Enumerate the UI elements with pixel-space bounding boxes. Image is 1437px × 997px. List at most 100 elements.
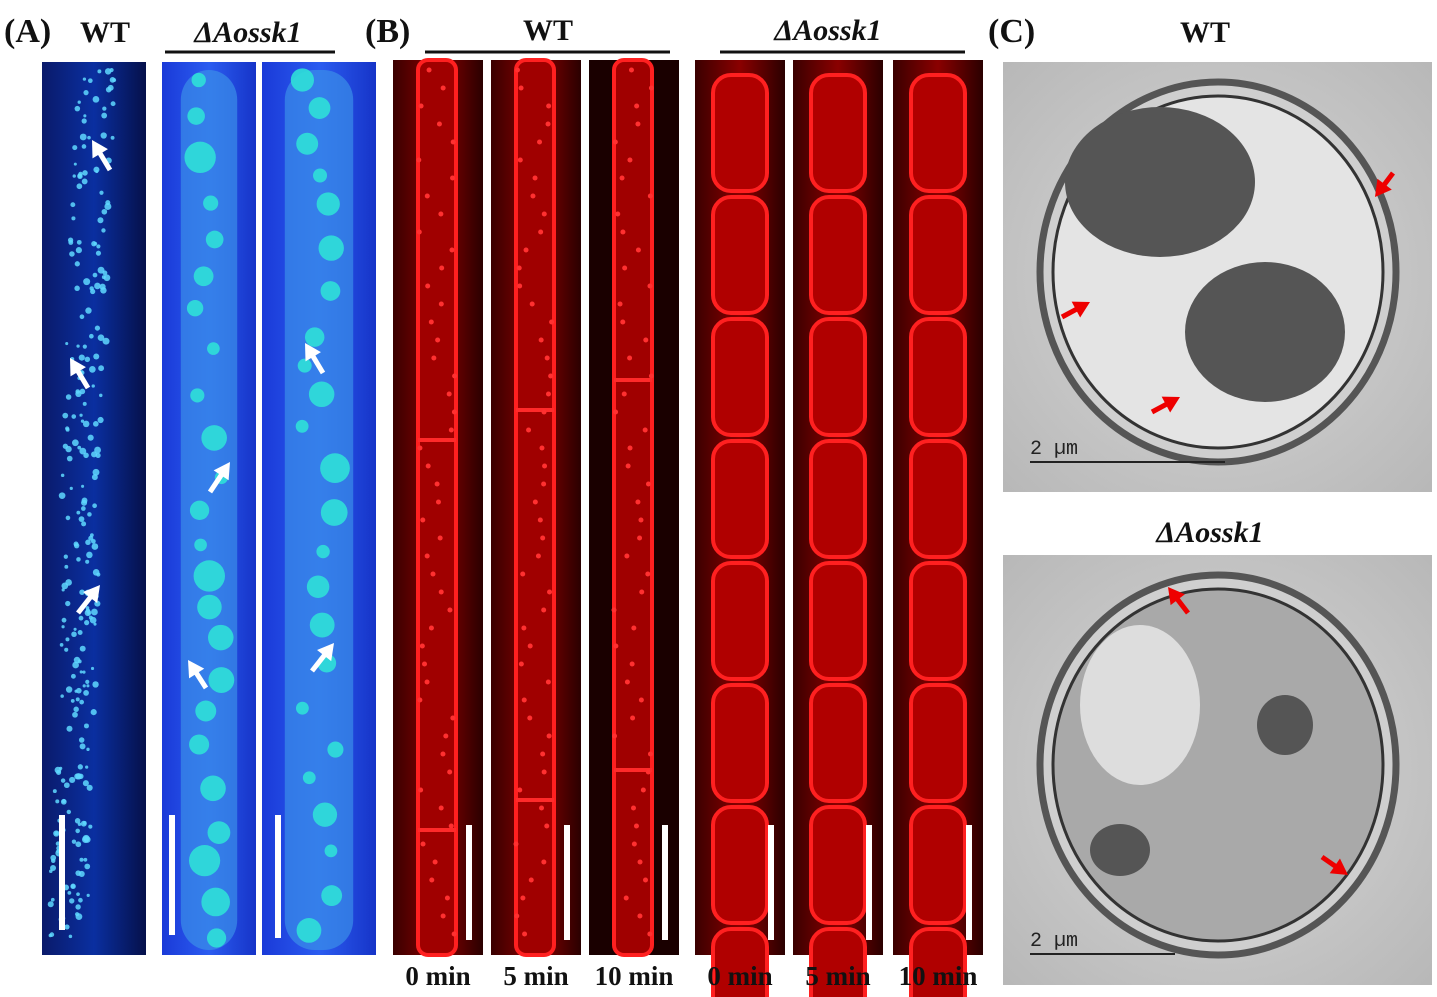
arrow-head	[317, 643, 334, 662]
vesicle	[64, 647, 69, 652]
vesicle	[75, 389, 81, 394]
vesicle	[91, 608, 98, 616]
arrow-head	[188, 660, 205, 679]
dot	[634, 103, 640, 109]
vesicle	[61, 625, 65, 629]
dot	[424, 679, 430, 685]
dot	[422, 661, 428, 667]
vesicle	[94, 600, 101, 607]
dot	[447, 769, 453, 775]
vesicle	[59, 766, 63, 770]
vacuole	[320, 281, 341, 301]
dot	[539, 805, 545, 811]
dot	[529, 301, 535, 307]
vesicle	[91, 241, 97, 247]
vesicle	[71, 839, 77, 844]
panel-label: (B)	[365, 13, 410, 50]
vesicle	[67, 237, 74, 243]
dot	[419, 643, 425, 649]
dot	[617, 301, 623, 307]
vesicle	[72, 661, 79, 669]
dot	[545, 121, 551, 127]
vesicle	[78, 516, 85, 523]
vesicle	[92, 95, 100, 103]
vesicle	[70, 673, 76, 679]
vesicle	[101, 228, 106, 233]
vesicle	[76, 557, 81, 562]
vesicle	[82, 684, 86, 688]
vesicle	[78, 615, 84, 621]
vesicle	[92, 503, 97, 509]
vesicle	[96, 244, 101, 249]
vesicle	[74, 105, 81, 112]
vesicle	[86, 747, 90, 752]
panel-title: ΔAossk1	[1155, 516, 1263, 549]
vesicle	[77, 100, 81, 104]
dot	[537, 139, 543, 145]
dot	[645, 481, 651, 487]
vesicle	[65, 394, 72, 400]
dot	[426, 67, 432, 73]
vesicle	[74, 285, 80, 292]
vacuole	[313, 168, 328, 183]
vesicle	[79, 857, 84, 862]
dot	[448, 427, 454, 433]
dot	[424, 553, 430, 559]
vesicle	[96, 572, 101, 577]
vesicle	[63, 782, 70, 789]
hypha	[612, 58, 654, 957]
dot	[416, 229, 422, 235]
vesicle	[73, 542, 80, 549]
compartment	[909, 927, 967, 997]
dot	[450, 715, 456, 721]
dot	[640, 787, 646, 793]
dot	[647, 751, 653, 757]
vacuole	[186, 299, 204, 317]
vesicle	[77, 630, 83, 635]
vesicle	[77, 659, 82, 664]
vesicle	[73, 162, 77, 166]
dot	[628, 67, 634, 73]
vesicle	[81, 178, 88, 185]
dot	[452, 373, 458, 379]
vacuole	[1080, 625, 1200, 785]
lipid-body	[1257, 695, 1313, 755]
dot	[613, 409, 619, 415]
vesicle	[87, 512, 92, 517]
dot	[528, 877, 534, 883]
dot	[532, 175, 538, 181]
vesicle	[97, 334, 105, 342]
vesicle	[61, 588, 65, 592]
panel-title: WT	[523, 14, 573, 47]
vacuole	[193, 266, 214, 287]
compartment	[711, 439, 769, 559]
vesicle	[74, 261, 80, 267]
vesicle	[81, 144, 87, 149]
vesicle	[101, 208, 108, 215]
vesicle	[88, 824, 93, 829]
arrow-head	[92, 140, 108, 159]
vesicle	[65, 342, 69, 346]
vesicle	[90, 709, 97, 716]
vacuole	[308, 381, 335, 408]
vesicle	[79, 314, 85, 320]
dot	[541, 607, 547, 613]
dot	[630, 805, 636, 811]
dot	[514, 913, 520, 919]
vacuole	[295, 701, 309, 715]
dot	[432, 859, 438, 865]
vesicle	[100, 132, 107, 139]
compartment	[711, 561, 769, 681]
dot	[545, 679, 551, 685]
dot	[438, 805, 444, 811]
dot	[621, 391, 627, 397]
vesicle	[65, 600, 71, 607]
arrow-head	[83, 585, 100, 604]
compartment	[909, 561, 967, 681]
hypha	[416, 58, 458, 957]
vesicle	[60, 473, 65, 478]
dot	[449, 247, 455, 253]
vesicle	[83, 857, 88, 862]
vesicle	[94, 325, 101, 331]
vacuole	[195, 700, 217, 722]
